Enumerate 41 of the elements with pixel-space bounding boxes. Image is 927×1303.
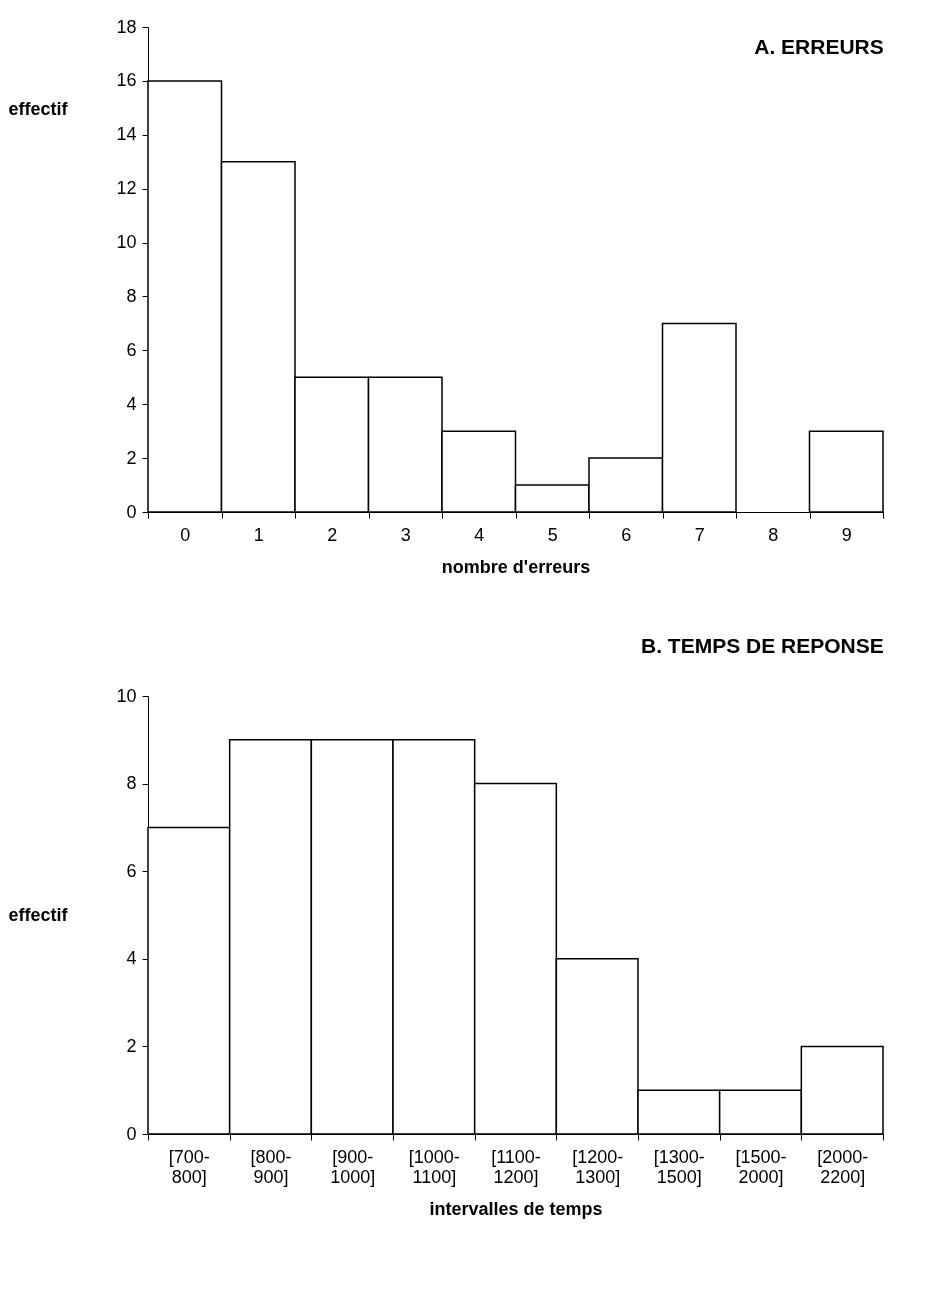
y-tick-label: 8 (126, 773, 137, 794)
y-tick-label: 18 (116, 16, 137, 37)
y-axis-title: effectif (8, 98, 69, 119)
x-tick-label: 6 (621, 524, 632, 545)
y-axis-title: effectif (8, 904, 69, 925)
chart-title: A. ERREURS (754, 35, 884, 58)
x-tick-label: [1500-2000] (735, 1146, 787, 1187)
x-tick-label: 0 (180, 524, 191, 545)
y-tick-label: 8 (126, 285, 137, 306)
x-tick-label: [800-900] (250, 1146, 292, 1187)
y-tick-label: 4 (126, 948, 137, 969)
x-tick-label: [2000-2200] (817, 1146, 869, 1187)
y-tick-label: 10 (116, 232, 137, 253)
x-tick-label: 5 (547, 524, 558, 545)
x-tick-label: 1 (253, 524, 264, 545)
x-tick-label: [900-1000] (330, 1146, 376, 1187)
y-tick-label: 16 (116, 70, 137, 91)
y-tick-label: 6 (126, 860, 137, 881)
chart-title: B. TEMPS DE REPONSE (641, 634, 884, 657)
x-tick-label: 3 (400, 524, 411, 545)
x-tick-label: 7 (694, 524, 705, 545)
y-tick-label: 0 (126, 1123, 137, 1144)
y-tick-label: 14 (116, 124, 137, 145)
y-tick-label: 0 (126, 501, 137, 522)
x-tick-label: 8 (768, 524, 779, 545)
x-tick-label: [1200-1300] (572, 1146, 624, 1187)
y-tick-label: 12 (116, 178, 137, 199)
x-tick-label: 4 (474, 524, 485, 545)
x-tick-label: 2 (327, 524, 338, 545)
x-tick-label: 9 (841, 524, 852, 545)
y-tick-label: 6 (126, 339, 137, 360)
x-axis-title: nombre d'erreurs (441, 556, 591, 577)
x-tick-label: [1300-1500] (653, 1146, 705, 1187)
y-tick-label: 2 (126, 1035, 137, 1056)
x-tick-label: [700-800] (168, 1146, 210, 1187)
y-tick-label: 10 (116, 685, 137, 706)
x-axis-title: intervalles de temps (429, 1198, 603, 1219)
x-tick-label: [1100-1200] (491, 1146, 541, 1187)
x-tick-label: [1000-1100] (408, 1146, 460, 1187)
y-tick-label: 4 (126, 393, 137, 414)
y-tick-label: 2 (126, 447, 137, 468)
